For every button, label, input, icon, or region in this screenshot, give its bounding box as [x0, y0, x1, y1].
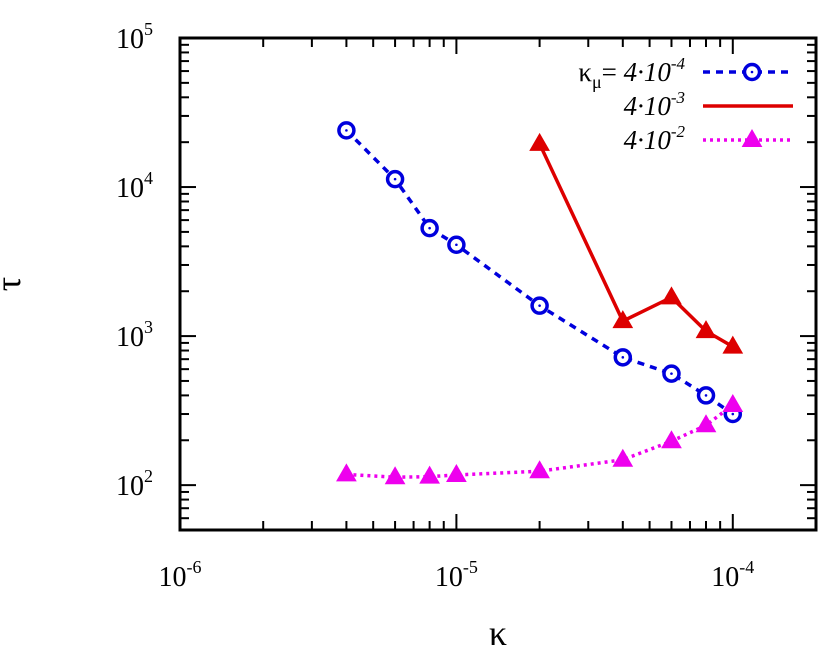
- series-line: [538, 143, 734, 349]
- series-3: [336, 393, 744, 485]
- x-tick-label: 10-6: [159, 557, 202, 593]
- legend-label: 4·10-3: [624, 88, 685, 121]
- data-point-center: [455, 243, 458, 247]
- data-point: [722, 335, 744, 354]
- data-point: [419, 465, 440, 484]
- legend-label: 4·10-2: [624, 122, 686, 155]
- data-point: [612, 310, 634, 329]
- data-point: [612, 448, 634, 467]
- data-point-center: [428, 226, 431, 230]
- data-point-center: [538, 304, 541, 307]
- data-point-center: [621, 356, 625, 359]
- data-point: [336, 463, 357, 482]
- legend-label: κμ= 4·10-4: [578, 54, 685, 92]
- y-tick-label: 103: [116, 317, 153, 353]
- data-point: [446, 463, 467, 482]
- data-point: [722, 393, 744, 412]
- legend: κμ= 4·10-44·10-34·10-2: [578, 54, 793, 155]
- series-1: [337, 121, 743, 424]
- data-point: [529, 460, 550, 479]
- data-point: [661, 430, 682, 449]
- data-point: [384, 466, 406, 485]
- data-point: [695, 320, 717, 339]
- y-tick-label: 102: [116, 466, 153, 502]
- data-point-center: [393, 177, 397, 181]
- y-axis-label: τ: [0, 277, 28, 291]
- data-point: [695, 414, 717, 433]
- x-axis-label: κ: [489, 613, 507, 652]
- y-tick-label: 104: [116, 168, 153, 204]
- series-layer: [336, 121, 744, 485]
- y-tick-label: 105: [116, 19, 153, 55]
- data-point: [661, 286, 682, 305]
- legend-marker-center: [750, 70, 754, 74]
- data-point-center: [704, 394, 708, 397]
- data-point-center: [731, 412, 735, 416]
- data-point-center: [670, 372, 673, 375]
- legend-marker: [741, 128, 763, 147]
- data-point-center: [345, 129, 348, 132]
- x-tick-label: 10-4: [711, 557, 754, 593]
- series-2: [529, 132, 744, 354]
- x-tick-label: 10-5: [435, 557, 478, 593]
- plot-frame: [178, 36, 818, 532]
- data-point: [529, 132, 550, 151]
- y-axis-ticks: 102 103 104 105: [116, 19, 816, 531]
- x-axis-ticks: 10-6 10-5 10-4: [159, 38, 817, 593]
